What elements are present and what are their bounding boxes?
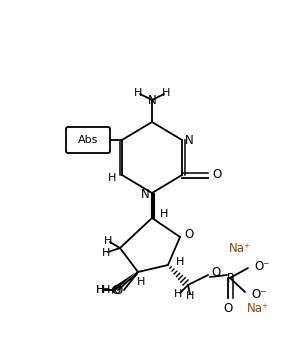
Text: P: P (226, 272, 234, 285)
FancyBboxPatch shape (66, 127, 110, 153)
Text: O: O (184, 227, 194, 240)
Text: O: O (223, 302, 233, 315)
Text: O⁻: O⁻ (251, 288, 267, 301)
Text: N: N (185, 133, 193, 146)
Text: H: H (160, 209, 168, 219)
Text: H: H (104, 236, 112, 246)
Text: Na⁺: Na⁺ (229, 241, 251, 254)
Text: O: O (113, 285, 123, 298)
Text: Na⁺: Na⁺ (247, 302, 269, 315)
Text: O: O (212, 169, 222, 182)
Text: H: H (96, 285, 104, 295)
Text: O: O (211, 265, 221, 278)
Text: H: H (102, 285, 110, 295)
Text: H: H (96, 285, 104, 295)
Text: N: N (140, 188, 149, 201)
Polygon shape (124, 270, 138, 290)
Text: N: N (148, 93, 156, 106)
Text: H: H (186, 291, 194, 301)
Text: H: H (176, 257, 184, 267)
Text: H: H (102, 248, 110, 258)
Text: H: H (134, 88, 142, 98)
Text: O⁻: O⁻ (254, 260, 270, 273)
Text: O: O (111, 285, 121, 298)
Text: H: H (108, 173, 116, 183)
Text: H: H (174, 289, 182, 299)
Polygon shape (112, 272, 136, 294)
Text: Abs: Abs (78, 135, 98, 145)
Text: H: H (137, 277, 145, 287)
Text: H: H (162, 88, 170, 98)
